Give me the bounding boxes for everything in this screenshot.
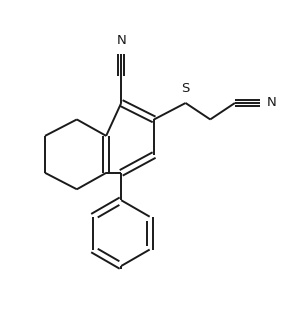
Text: N: N bbox=[116, 34, 126, 46]
Text: S: S bbox=[181, 82, 189, 95]
Text: N: N bbox=[267, 97, 277, 110]
